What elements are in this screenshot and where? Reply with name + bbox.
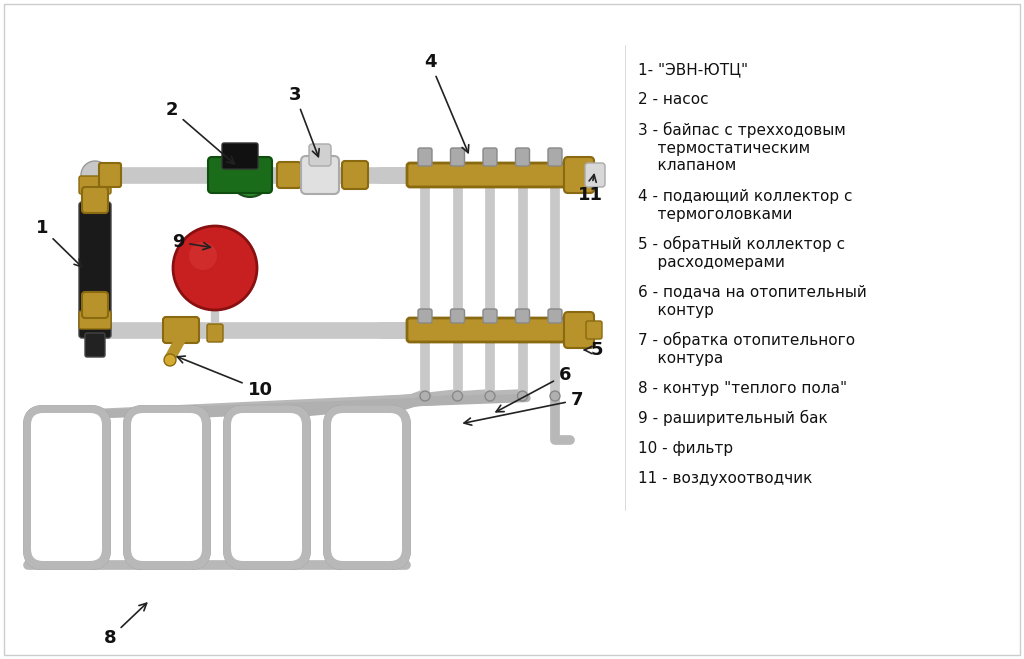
FancyBboxPatch shape	[301, 156, 339, 194]
Circle shape	[81, 161, 109, 189]
FancyBboxPatch shape	[483, 309, 497, 323]
Text: 4: 4	[424, 53, 469, 153]
Text: 3: 3	[289, 86, 319, 157]
Text: 1: 1	[36, 219, 82, 267]
Text: 2 - насос: 2 - насос	[638, 92, 709, 107]
Text: 10: 10	[177, 356, 272, 399]
FancyBboxPatch shape	[131, 413, 202, 561]
FancyBboxPatch shape	[407, 163, 573, 187]
Text: 10 - фильтр: 10 - фильтр	[638, 440, 733, 455]
FancyBboxPatch shape	[82, 187, 108, 213]
FancyBboxPatch shape	[207, 324, 223, 342]
FancyBboxPatch shape	[418, 309, 432, 323]
Circle shape	[173, 226, 257, 310]
Text: термоголовками: термоголовками	[638, 206, 793, 221]
Text: 9: 9	[172, 233, 210, 251]
FancyBboxPatch shape	[79, 176, 111, 194]
Text: 6 - подача на отопительный: 6 - подача на отопительный	[638, 285, 866, 299]
FancyBboxPatch shape	[163, 317, 199, 343]
Circle shape	[485, 391, 495, 401]
Circle shape	[189, 242, 217, 270]
Text: 11: 11	[578, 175, 602, 204]
FancyBboxPatch shape	[278, 162, 301, 188]
FancyBboxPatch shape	[586, 321, 602, 339]
FancyBboxPatch shape	[309, 144, 331, 166]
FancyBboxPatch shape	[31, 413, 102, 561]
Circle shape	[238, 164, 252, 178]
Text: 8 - контур "теплого пола": 8 - контур "теплого пола"	[638, 380, 847, 395]
FancyBboxPatch shape	[585, 163, 605, 187]
FancyBboxPatch shape	[85, 333, 105, 357]
FancyBboxPatch shape	[451, 148, 465, 166]
FancyBboxPatch shape	[342, 161, 368, 189]
Text: 2: 2	[166, 101, 234, 164]
FancyBboxPatch shape	[564, 157, 594, 193]
FancyBboxPatch shape	[564, 312, 594, 348]
Circle shape	[550, 391, 560, 401]
FancyBboxPatch shape	[331, 413, 402, 561]
Text: 6: 6	[496, 366, 571, 412]
Text: 8: 8	[103, 603, 146, 647]
Circle shape	[453, 391, 463, 401]
Text: 7: 7	[464, 391, 584, 425]
Text: 5: 5	[585, 341, 603, 359]
FancyBboxPatch shape	[548, 309, 562, 323]
FancyBboxPatch shape	[407, 318, 573, 342]
Text: 11 - воздухоотводчик: 11 - воздухоотводчик	[638, 471, 812, 486]
Circle shape	[517, 391, 527, 401]
Text: расходомерами: расходомерами	[638, 254, 784, 270]
Text: контур: контур	[638, 302, 714, 318]
FancyBboxPatch shape	[222, 143, 258, 169]
FancyBboxPatch shape	[208, 157, 272, 193]
Text: 3 - байпас с трехходовым: 3 - байпас с трехходовым	[638, 122, 846, 138]
FancyBboxPatch shape	[79, 311, 111, 329]
Text: 7 - обратка отопительного: 7 - обратка отопительного	[638, 332, 855, 348]
Text: 1- "ЭВН-ЮТЦ": 1- "ЭВН-ЮТЦ"	[638, 63, 749, 78]
FancyBboxPatch shape	[483, 148, 497, 166]
FancyBboxPatch shape	[82, 292, 108, 318]
FancyBboxPatch shape	[99, 163, 121, 187]
Text: термостатическим: термостатическим	[638, 140, 810, 156]
Text: 4 - подающий коллектор с: 4 - подающий коллектор с	[638, 188, 853, 204]
FancyBboxPatch shape	[418, 148, 432, 166]
FancyBboxPatch shape	[515, 148, 529, 166]
Text: контура: контура	[638, 351, 723, 366]
Text: 5 - обратный коллектор с: 5 - обратный коллектор с	[638, 236, 845, 252]
FancyBboxPatch shape	[231, 413, 302, 561]
FancyBboxPatch shape	[451, 309, 465, 323]
Circle shape	[420, 391, 430, 401]
Text: 9 - раширительный бак: 9 - раширительный бак	[638, 410, 827, 426]
Circle shape	[164, 354, 176, 366]
Text: клапаном: клапаном	[638, 159, 736, 173]
Circle shape	[230, 157, 270, 197]
FancyBboxPatch shape	[548, 148, 562, 166]
FancyBboxPatch shape	[515, 309, 529, 323]
FancyBboxPatch shape	[79, 202, 111, 338]
